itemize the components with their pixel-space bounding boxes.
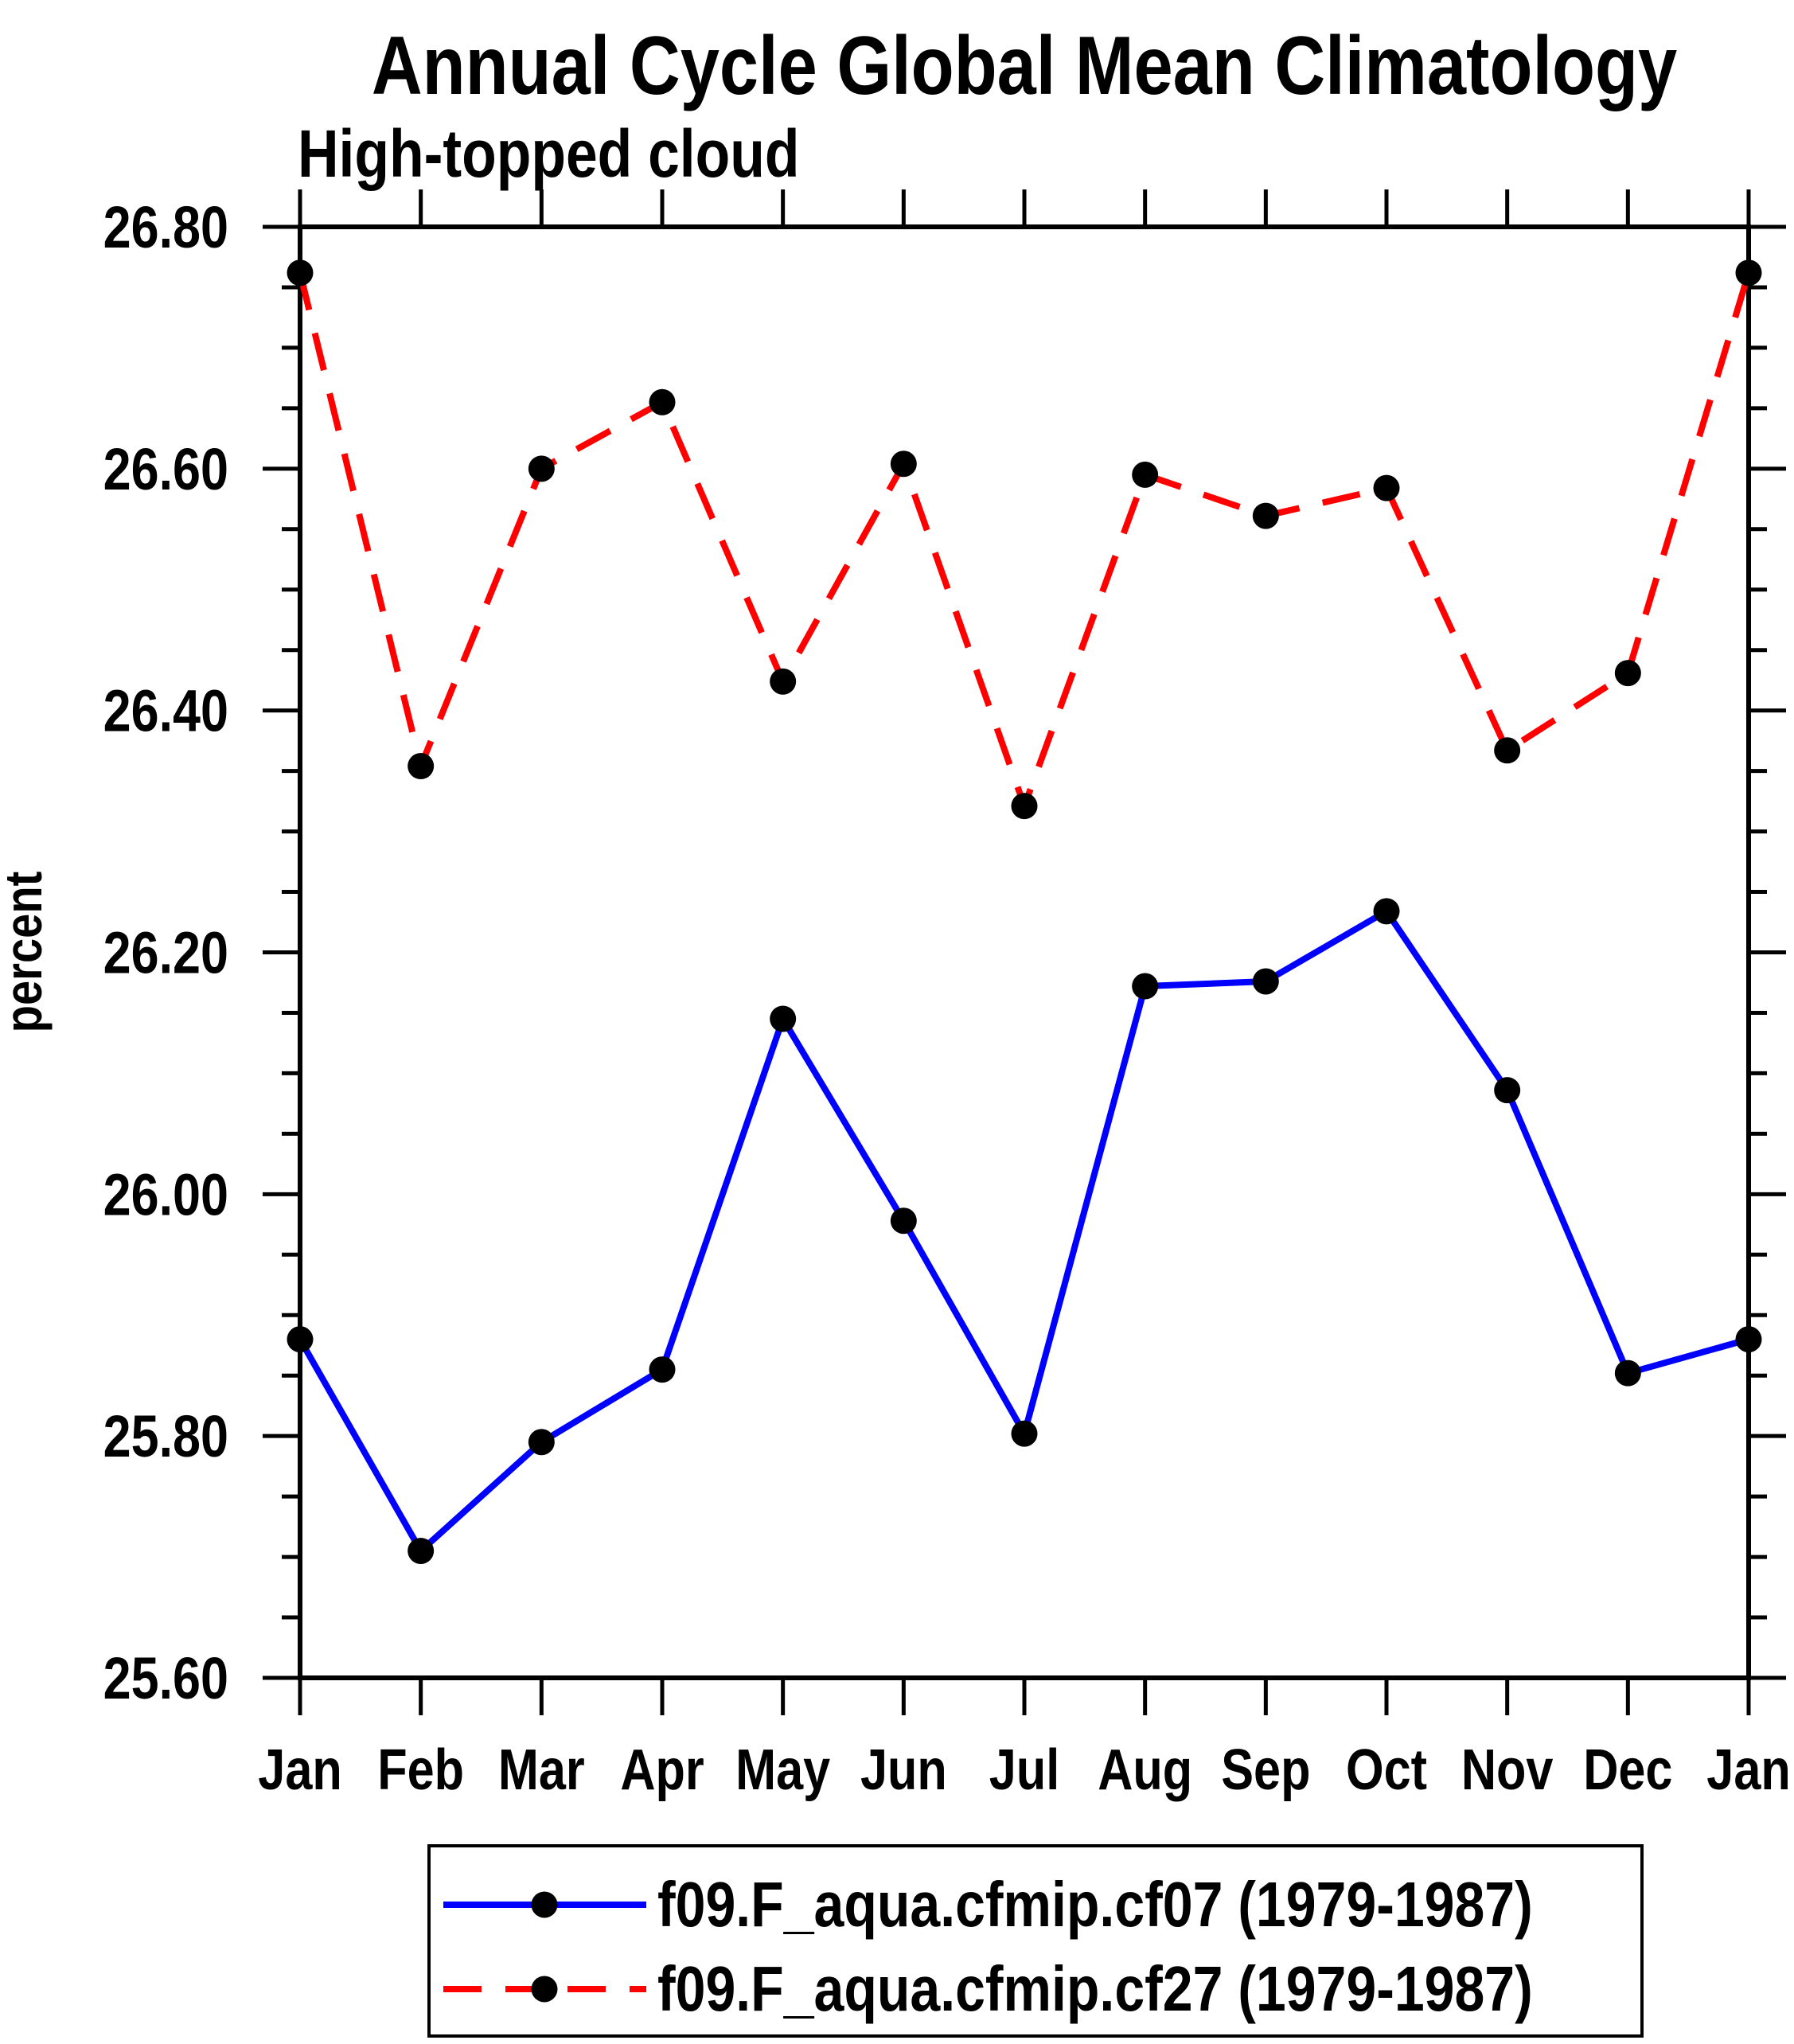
data-point-marker bbox=[1373, 474, 1400, 501]
data-point-marker bbox=[1614, 1359, 1641, 1387]
y-tick-label: 26.80 bbox=[103, 194, 228, 260]
data-point-marker bbox=[1373, 898, 1400, 925]
x-tick-label: Oct bbox=[1346, 1738, 1427, 1802]
legend-box bbox=[427, 1844, 1644, 2038]
data-point-marker bbox=[1011, 1420, 1038, 1447]
axes-layer: 25.60 25.80 26.00 26.20 26.40 26.60 26.80 Jan Fe… bbox=[103, 189, 1791, 1802]
x-tick-label: Aug bbox=[1098, 1738, 1192, 1802]
x-tick-label: Dec bbox=[1583, 1738, 1672, 1802]
data-point-marker bbox=[1735, 1326, 1762, 1353]
data-point-marker bbox=[1252, 502, 1279, 529]
data-point-marker bbox=[1252, 968, 1279, 995]
data-point-marker bbox=[528, 1429, 555, 1456]
data-point-marker bbox=[890, 451, 917, 478]
data-point-marker bbox=[1132, 973, 1159, 1000]
data-point-marker bbox=[770, 668, 797, 695]
y-tick-label: 26.20 bbox=[103, 920, 228, 986]
y-tick-label: 26.60 bbox=[103, 436, 228, 502]
data-point-marker bbox=[408, 1537, 435, 1564]
x-tick-label: Apr bbox=[620, 1738, 704, 1802]
series-layer bbox=[287, 259, 1762, 1564]
data-point-marker bbox=[1494, 1077, 1521, 1104]
x-tick-label: Jul bbox=[989, 1738, 1059, 1802]
data-point-marker bbox=[1011, 793, 1038, 820]
y-tick-label: 26.40 bbox=[103, 678, 228, 744]
x-tick-label: Mar bbox=[498, 1738, 585, 1802]
y-axis-title: percent bbox=[0, 872, 53, 1033]
data-point-marker bbox=[1494, 737, 1521, 764]
legend-layer: f09.F_aqua.cfmip.cf07 (1979-1987) f09.F_a… bbox=[427, 1844, 1644, 2038]
series-line-cf27 bbox=[297, 271, 1752, 809]
series-line-cf07 bbox=[297, 907, 1750, 1554]
x-tick-label: May bbox=[735, 1738, 830, 1802]
data-point-marker bbox=[649, 1356, 676, 1383]
x-tick-label: Nov bbox=[1461, 1738, 1554, 1802]
data-point-marker bbox=[1735, 259, 1762, 287]
data-point-marker bbox=[287, 259, 314, 287]
data-point-marker bbox=[890, 1207, 917, 1235]
y-tick-label: 26.00 bbox=[103, 1162, 228, 1228]
x-tick-label: Jan bbox=[1706, 1738, 1790, 1802]
data-point-marker bbox=[287, 1326, 314, 1353]
y-tick-label: 25.60 bbox=[103, 1645, 228, 1711]
chart-title: Annual Cycle Global Mean Climatology bbox=[372, 20, 1678, 111]
legend-marker bbox=[531, 1891, 558, 1918]
data-point-marker bbox=[649, 388, 676, 415]
data-point-marker bbox=[408, 753, 435, 780]
data-point-marker bbox=[528, 455, 555, 482]
y-tick-label: 25.80 bbox=[103, 1403, 228, 1469]
data-point-marker bbox=[1132, 461, 1159, 488]
data-point-marker bbox=[1614, 660, 1641, 687]
x-tick-label: Feb bbox=[377, 1738, 464, 1802]
data-point-marker bbox=[770, 1005, 797, 1032]
plot-frame bbox=[298, 224, 1751, 1680]
x-tick-label: Jan bbox=[258, 1738, 341, 1802]
chart-subtitle: High-topped cloud bbox=[298, 115, 799, 191]
x-tick-label: Jun bbox=[860, 1738, 947, 1802]
x-tick-label: Sep bbox=[1221, 1738, 1310, 1802]
legend-label: f09.F_aqua.cfmip.cf27 (1979-1987) bbox=[657, 1953, 1533, 2024]
legend-marker bbox=[531, 1976, 558, 2003]
legend-label: f09.F_aqua.cfmip.cf07 (1979-1987) bbox=[657, 1869, 1533, 1940]
